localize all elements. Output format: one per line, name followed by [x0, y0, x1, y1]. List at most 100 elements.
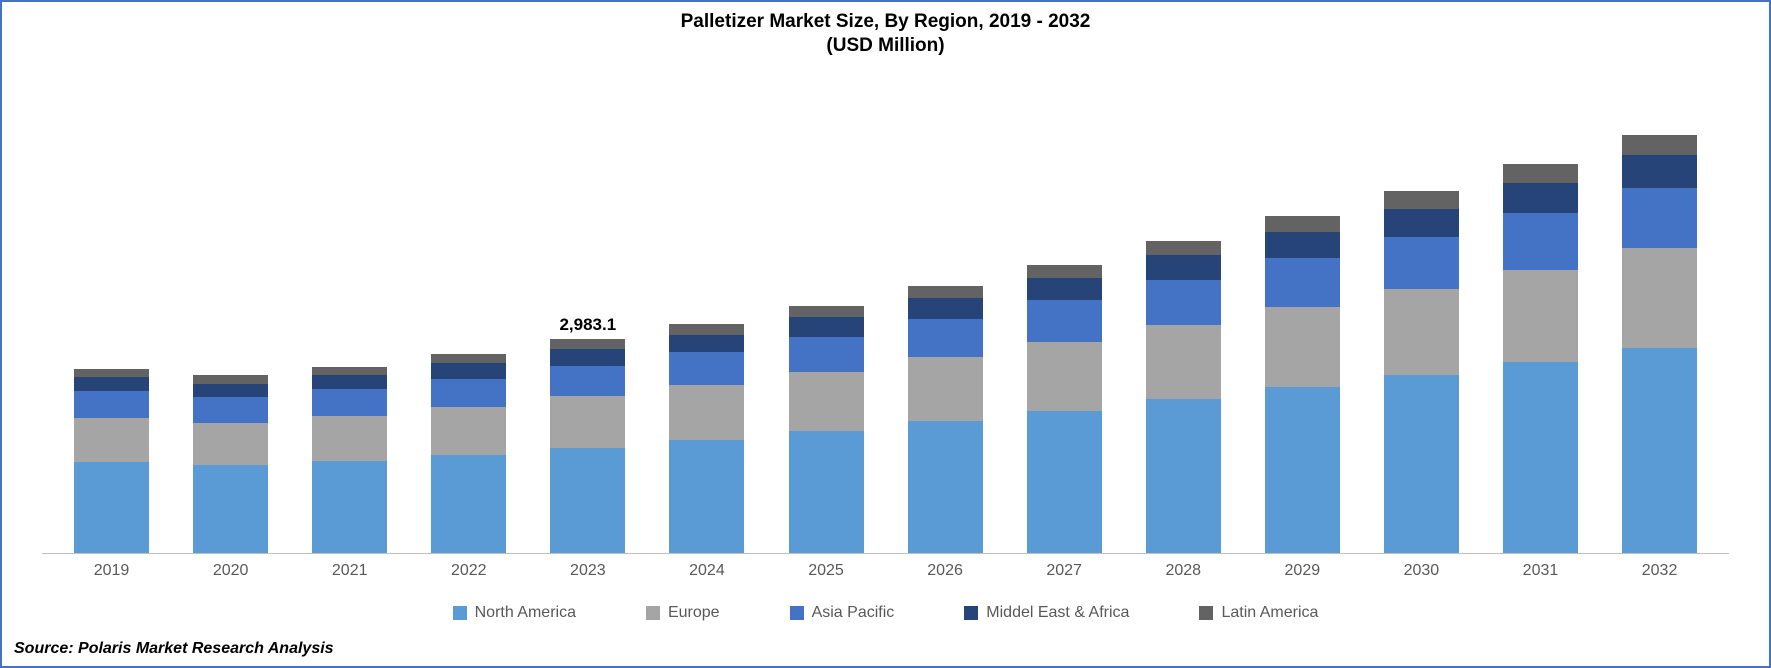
bar-segment	[74, 391, 149, 417]
bar-segment	[789, 306, 864, 317]
bar-segment	[1384, 237, 1459, 289]
bar-segment	[1622, 135, 1697, 155]
bar-segment	[550, 349, 625, 365]
source-text: Source: Polaris Market Research Analysis	[2, 640, 1769, 666]
chart-title-line2: (USD Million)	[2, 34, 1769, 58]
legend-swatch	[964, 606, 978, 620]
bar-segment	[1622, 348, 1697, 553]
bar-column: 2,983.1	[528, 339, 647, 553]
bar-segment	[908, 298, 983, 319]
chart-title-line1: Palletizer Market Size, By Region, 2019 …	[2, 10, 1769, 34]
bar-segment	[1384, 375, 1459, 553]
x-axis-label: 2026	[886, 562, 1005, 580]
legend-swatch	[453, 606, 467, 620]
bar-segment	[193, 423, 268, 466]
bar-segment	[1265, 232, 1340, 258]
bar-stack	[789, 306, 864, 553]
bar-stack	[1384, 191, 1459, 553]
bar-segment	[1384, 289, 1459, 375]
x-axis-label: 2022	[409, 562, 528, 580]
bar-segment	[1265, 258, 1340, 306]
bar-column	[1124, 241, 1243, 553]
bar-segment	[193, 465, 268, 553]
legend-swatch	[646, 606, 660, 620]
legend-swatch	[1199, 606, 1213, 620]
x-axis-label: 2020	[171, 562, 290, 580]
bar-segment	[74, 418, 149, 462]
bar-segment	[74, 462, 149, 553]
bar-segment	[1146, 241, 1221, 255]
bar-column	[886, 286, 1005, 553]
bar-annotation: 2,983.1	[559, 315, 616, 335]
x-axis-label: 2021	[290, 562, 409, 580]
bar-segment	[312, 367, 387, 376]
bar-stack	[1027, 265, 1102, 553]
bar-stack	[1146, 241, 1221, 553]
bar-stack	[669, 324, 744, 553]
legend-label: North America	[475, 604, 576, 622]
bar-segment	[1265, 307, 1340, 387]
legend-label: Middel East & Africa	[986, 604, 1129, 622]
legend: North America Europe Asia Pacific Middel Ea…	[42, 580, 1729, 640]
bar-stack	[908, 286, 983, 553]
bar-segment	[193, 397, 268, 423]
bar-segment	[1503, 183, 1578, 214]
bar-segment	[1027, 278, 1102, 300]
x-axis-label: 2019	[52, 562, 171, 580]
bar-stack	[1503, 164, 1578, 553]
bar-segment	[550, 396, 625, 447]
x-axis-labels: 2019202020212022202320242025202620272028…	[42, 554, 1729, 580]
bar-column	[52, 369, 171, 553]
x-axis-label: 2025	[766, 562, 885, 580]
bar-segment	[908, 319, 983, 357]
bar-segment	[1146, 325, 1221, 400]
bar-segment	[669, 385, 744, 440]
bar-segment	[1265, 216, 1340, 232]
bar-column	[1243, 216, 1362, 553]
bar-segment	[1146, 399, 1221, 553]
bar-segment	[789, 372, 864, 431]
bar-segment	[1384, 191, 1459, 208]
bar-segment	[312, 461, 387, 553]
bar-column	[171, 375, 290, 553]
bar-segment	[312, 375, 387, 389]
bar-stack	[431, 354, 506, 553]
plot-area: 2,983.1	[42, 72, 1729, 555]
bar-segment	[431, 354, 506, 363]
chart-title-block: Palletizer Market Size, By Region, 2019 …	[2, 2, 1769, 62]
bar-segment	[669, 335, 744, 353]
bar-stack	[312, 367, 387, 553]
bar-segment	[908, 421, 983, 553]
x-axis-label: 2024	[647, 562, 766, 580]
x-axis-label: 2031	[1481, 562, 1600, 580]
bar-segment	[550, 339, 625, 349]
bar-segment	[1027, 300, 1102, 341]
bar-segment	[1503, 213, 1578, 269]
bar-segment	[431, 407, 506, 455]
bar-stack	[550, 339, 625, 553]
x-axis-label: 2023	[528, 562, 647, 580]
x-axis-label: 2032	[1600, 562, 1719, 580]
bar-segment	[1146, 255, 1221, 279]
bar-column	[409, 354, 528, 553]
bar-segment	[431, 363, 506, 379]
bar-segment	[1622, 155, 1697, 188]
legend-item: Asia Pacific	[790, 604, 895, 622]
x-axis-label: 2029	[1243, 562, 1362, 580]
bar-stack	[193, 375, 268, 553]
legend-label: Europe	[668, 604, 720, 622]
bar-stack	[74, 369, 149, 553]
bar-segment	[1503, 270, 1578, 363]
bar-segment	[1027, 411, 1102, 553]
bar-segment	[1146, 280, 1221, 325]
bar-segment	[908, 357, 983, 421]
legend-item: Latin America	[1199, 604, 1318, 622]
bar-column	[1481, 164, 1600, 553]
bar-segment	[550, 448, 625, 553]
bar-segment	[1622, 188, 1697, 249]
legend-swatch	[790, 606, 804, 620]
bar-segment	[193, 375, 268, 383]
bar-segment	[431, 455, 506, 553]
bar-column	[290, 367, 409, 553]
bar-segment	[1503, 362, 1578, 553]
